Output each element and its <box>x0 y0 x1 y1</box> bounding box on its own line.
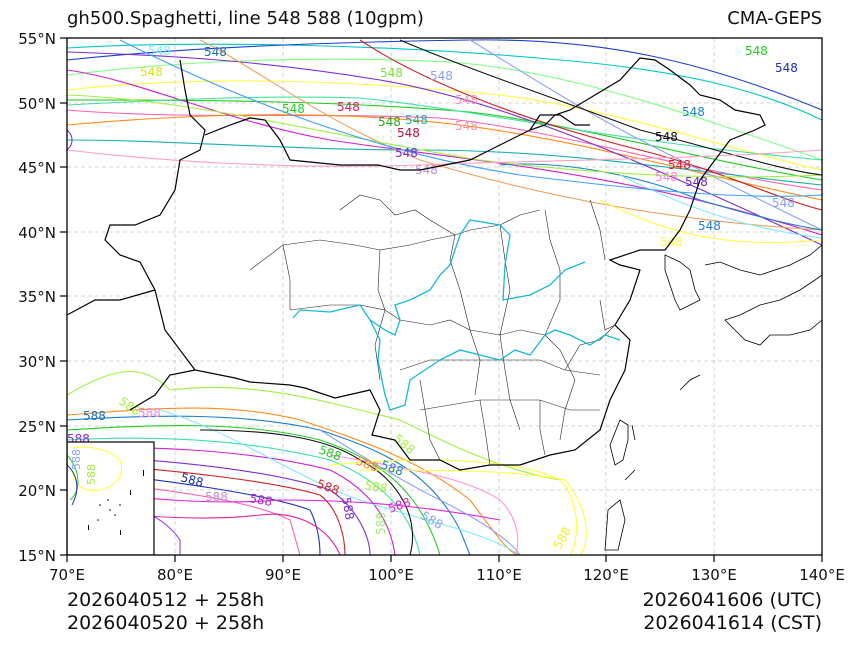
svg-text:588: 588 <box>317 443 343 464</box>
svg-text:548: 548 <box>685 175 708 189</box>
gridlines <box>67 38 822 555</box>
svg-text:100°E: 100°E <box>368 566 414 584</box>
svg-text:548: 548 <box>204 45 227 59</box>
chart-title: gh500.Spaghetti, line 548 588 (10gpm) <box>67 8 424 29</box>
contours-548 <box>67 39 822 246</box>
svg-text:588: 588 <box>550 525 574 552</box>
svg-text:45°N: 45°N <box>18 159 56 177</box>
svg-text:30°N: 30°N <box>18 353 56 371</box>
svg-text:548: 548 <box>337 100 360 114</box>
valid-time-utc: 2026041606 (UTC) <box>642 589 822 611</box>
svg-text:35°N: 35°N <box>18 288 56 306</box>
init-time-utc: 2026040512 + 258h <box>67 589 265 611</box>
init-time-cst: 2026040520 + 258h <box>67 612 265 634</box>
svg-text:588: 588 <box>205 490 228 504</box>
svg-text:548: 548 <box>405 113 428 127</box>
svg-text:588: 588 <box>354 454 380 475</box>
svg-text:588: 588 <box>248 491 273 509</box>
svg-text:25°N: 25°N <box>18 418 56 436</box>
svg-text:548: 548 <box>378 115 401 129</box>
svg-text:90°E: 90°E <box>265 566 301 584</box>
y-axis-labels: 55°N 50°N 45°N 40°N 35°N 30°N 25°N 20°N … <box>18 30 56 565</box>
valid-time-info: 2026041606 (UTC) 2026041614 (CST) <box>643 589 822 635</box>
svg-text:548: 548 <box>397 126 420 140</box>
svg-text:548: 548 <box>682 105 705 119</box>
svg-text:15°N: 15°N <box>18 547 56 565</box>
svg-text:588: 588 <box>419 508 446 532</box>
south-china-sea-inset: 588 588 <box>67 441 155 555</box>
svg-text:50°N: 50°N <box>18 95 56 113</box>
svg-text:548: 548 <box>655 130 678 144</box>
svg-text:40°N: 40°N <box>18 224 56 242</box>
svg-text:55°N: 55°N <box>18 30 56 48</box>
svg-text:548: 548 <box>148 44 171 58</box>
model-name: CMA-GEPS <box>727 8 822 29</box>
svg-text:548: 548 <box>380 66 403 80</box>
svg-text:588: 588 <box>85 464 98 485</box>
svg-text:70°E: 70°E <box>49 566 85 584</box>
svg-text:548: 548 <box>775 61 798 75</box>
svg-text:588: 588 <box>374 512 388 535</box>
svg-text:548: 548 <box>455 93 478 107</box>
svg-text:548: 548 <box>455 119 478 133</box>
rivers <box>292 219 621 411</box>
init-time-info: 2026040512 + 258h 2026040520 + 258h <box>67 589 264 635</box>
svg-text:130°E: 130°E <box>691 566 737 584</box>
svg-text:548: 548 <box>140 65 163 79</box>
coastlines <box>604 244 822 551</box>
svg-text:588: 588 <box>363 478 388 496</box>
svg-text:548: 548 <box>395 146 418 160</box>
x-axis-labels: 70°E 80°E 90°E 100°E 110°E 120°E 130°E 1… <box>49 566 845 584</box>
svg-text:588: 588 <box>339 496 357 521</box>
svg-text:120°E: 120°E <box>583 566 629 584</box>
svg-text:548: 548 <box>745 44 768 58</box>
svg-text:588: 588 <box>83 409 106 423</box>
axis-ticks <box>60 37 823 562</box>
svg-text:548: 548 <box>698 219 721 233</box>
svg-text:548: 548 <box>282 102 305 116</box>
labels-548: 548 548 548 548 548 548 548 548 548 548 … <box>140 44 798 249</box>
svg-text:548: 548 <box>772 196 795 210</box>
svg-text:548: 548 <box>430 69 453 83</box>
svg-text:548: 548 <box>668 158 691 172</box>
svg-text:140°E: 140°E <box>799 566 845 584</box>
svg-text:548: 548 <box>655 170 678 184</box>
labels-588: 588 588 588 588 588 588 588 588 588 588 … <box>67 394 574 552</box>
svg-text:588: 588 <box>179 470 205 489</box>
svg-text:110°E: 110°E <box>476 566 522 584</box>
svg-text:548: 548 <box>415 163 438 177</box>
svg-text:588: 588 <box>138 406 161 420</box>
province-borders <box>249 194 616 466</box>
svg-text:80°E: 80°E <box>157 566 193 584</box>
svg-text:588: 588 <box>70 449 83 470</box>
svg-text:20°N: 20°N <box>18 482 56 500</box>
country-borders <box>67 57 766 471</box>
valid-time-cst: 2026041614 (CST) <box>643 612 822 634</box>
